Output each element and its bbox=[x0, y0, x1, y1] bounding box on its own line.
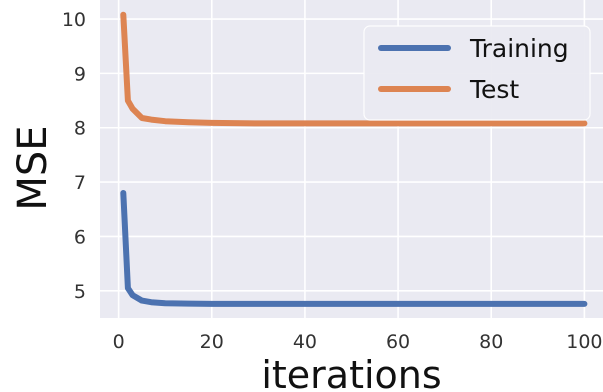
x-tick-label: 80 bbox=[479, 331, 503, 353]
x-axis-title: iterations bbox=[261, 353, 441, 392]
y-tick-label: 7 bbox=[74, 172, 86, 194]
y-tick-label: 10 bbox=[62, 9, 86, 31]
y-tick-label: 6 bbox=[74, 226, 86, 248]
legend-label: Training bbox=[469, 34, 569, 63]
x-tick-label: 100 bbox=[566, 331, 602, 353]
series-lines bbox=[120, 11, 588, 307]
legend-label: Test bbox=[469, 75, 519, 104]
y-tick-label: 9 bbox=[74, 63, 86, 85]
y-axis-title: MSE bbox=[10, 125, 56, 210]
series-line-training bbox=[120, 190, 588, 307]
x-tick-label: 60 bbox=[386, 331, 410, 353]
y-tick-label: 5 bbox=[74, 281, 86, 303]
tick-labels: 0 20 40 60 80 100 5 6 7 8 9 10 bbox=[62, 9, 603, 353]
series-line-test bbox=[120, 11, 588, 127]
x-tick-label: 20 bbox=[200, 331, 224, 353]
y-tick-label: 8 bbox=[74, 118, 86, 140]
x-tick-label: 0 bbox=[113, 331, 125, 353]
x-tick-label: 40 bbox=[293, 331, 317, 353]
legend: Training Test bbox=[363, 25, 591, 121]
